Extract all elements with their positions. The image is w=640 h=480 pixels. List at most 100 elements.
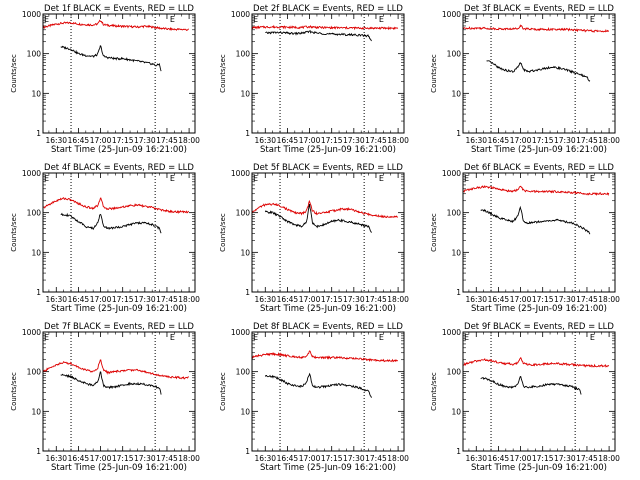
panel-title: Det 4f BLACK = Events, RED = LLD	[44, 163, 194, 173]
x-tick-label: 17:30	[343, 454, 365, 463]
end-marker-label: E	[379, 174, 384, 183]
x-tick-label: 17:15	[321, 295, 343, 304]
start-marker-label: E	[464, 15, 469, 24]
y-axis-label: Counts/sec	[219, 372, 227, 411]
y-tick-label: 10	[240, 407, 250, 416]
end-marker-label: E	[590, 333, 595, 342]
y-tick-label: 1000	[231, 169, 250, 178]
x-tick-label: 17:45	[365, 295, 387, 304]
x-axis-label: Start Time (25-Jun-09 16:21:00)	[471, 145, 607, 155]
events-series-line	[264, 203, 372, 233]
x-tick-label: 16:30	[45, 136, 67, 145]
y-tick-label: 1	[36, 447, 41, 456]
y-tick-label: 1000	[231, 10, 250, 19]
start-marker-label: E	[44, 333, 49, 342]
x-tick-label: 17:45	[156, 454, 178, 463]
x-tick-label: 16:45	[68, 454, 90, 463]
x-tick-label: 18:00	[598, 295, 620, 304]
x-tick-label: 17:15	[112, 454, 134, 463]
start-marker-label: E	[464, 174, 469, 183]
x-tick-label: 17:30	[554, 454, 576, 463]
lld-series-line	[463, 24, 610, 34]
y-tick-label: 1000	[231, 328, 250, 337]
x-tick-label: 17:45	[576, 454, 598, 463]
x-tick-label: 16:45	[488, 295, 510, 304]
x-tick-label: 18:00	[598, 136, 620, 145]
x-tick-label: 17:15	[532, 136, 554, 145]
y-axis-label: Counts/sec	[430, 372, 438, 411]
detector-panel-3: Det 3f BLACK = Events, RED = LLD 1 10 100 10…	[430, 4, 620, 155]
x-tick-label: 16:45	[68, 136, 90, 145]
x-tick-label: 17:00	[90, 295, 112, 304]
y-tick-label: 100	[236, 50, 251, 59]
y-tick-label: 10	[240, 248, 250, 257]
plot-frame	[462, 172, 616, 293]
x-axis-label: Start Time (25-Jun-09 16:21:00)	[51, 145, 187, 155]
x-tick-label: 16:45	[488, 454, 510, 463]
x-tick-label: 16:30	[254, 295, 276, 304]
x-tick-label: 18:00	[387, 136, 409, 145]
x-tick-label: 17:00	[299, 454, 321, 463]
x-tick-label: 18:00	[387, 295, 409, 304]
x-tick-label: 17:30	[134, 136, 156, 145]
lld-series-line	[251, 350, 399, 363]
y-tick-label: 1	[36, 288, 41, 297]
x-tick-label: 17:00	[510, 136, 532, 145]
plot-frame	[251, 331, 405, 452]
y-axis-label: Counts/sec	[219, 54, 227, 93]
lld-series-line	[462, 185, 610, 196]
y-tick-label: 100	[447, 209, 462, 218]
detector-panel-9: Det 9f BLACK = Events, RED = LLD 1 10 100 10…	[430, 322, 620, 473]
x-tick-label: 16:30	[45, 454, 67, 463]
x-tick-label: 17:45	[156, 295, 178, 304]
panel-title: Det 3f BLACK = Events, RED = LLD	[464, 4, 614, 14]
plot-frame	[462, 13, 616, 134]
x-tick-label: 16:30	[465, 136, 487, 145]
y-axis-label: Counts/sec	[430, 54, 438, 93]
x-axis-label: Start Time (25-Jun-09 16:21:00)	[471, 304, 607, 314]
x-tick-label: 17:15	[321, 136, 343, 145]
y-axis-label: Counts/sec	[10, 372, 18, 411]
y-tick-label: 100	[27, 368, 42, 377]
y-tick-label: 1000	[442, 10, 461, 19]
panel-title: Det 6f BLACK = Events, RED = LLD	[464, 163, 614, 173]
lld-series-line	[42, 359, 189, 380]
x-tick-label: 17:15	[321, 454, 343, 463]
y-tick-label: 1	[245, 447, 250, 456]
y-tick-label: 10	[451, 89, 461, 98]
x-tick-label: 17:00	[299, 295, 321, 304]
x-tick-label: 17:30	[554, 295, 576, 304]
start-marker-label: E	[44, 15, 49, 24]
x-tick-label: 17:45	[365, 454, 387, 463]
x-tick-label: 17:30	[134, 295, 156, 304]
events-series-line	[60, 45, 162, 72]
x-axis-label: Start Time (25-Jun-09 16:21:00)	[471, 463, 607, 473]
events-series-line	[480, 205, 591, 235]
x-axis-label: Start Time (25-Jun-09 16:21:00)	[51, 463, 187, 473]
x-tick-label: 17:15	[112, 136, 134, 145]
detector-panel-2: Det 2f BLACK = Events, RED = LLD 1 10 100 10…	[219, 4, 409, 155]
x-tick-label: 16:45	[68, 295, 90, 304]
plot-frame	[42, 13, 196, 134]
x-tick-label: 18:00	[178, 136, 200, 145]
events-series-line	[265, 29, 372, 42]
detector-panel-6: Det 6f BLACK = Events, RED = LLD 1 10 100 10…	[430, 163, 620, 314]
x-tick-label: 16:45	[488, 136, 510, 145]
end-marker-label: E	[170, 15, 175, 24]
y-tick-label: 100	[27, 50, 42, 59]
y-tick-label: 10	[31, 407, 41, 416]
y-axis-label: Counts/sec	[219, 213, 227, 252]
panel-title: Det 1f BLACK = Events, RED = LLD	[44, 4, 194, 14]
detector-panel-1: Det 1f BLACK = Events, RED = LLD 1 10 100 10…	[10, 4, 200, 155]
x-tick-label: 18:00	[387, 454, 409, 463]
panel-title: Det 7f BLACK = Events, RED = LLD	[44, 322, 194, 332]
x-tick-label: 17:45	[576, 136, 598, 145]
x-tick-label: 16:30	[254, 454, 276, 463]
events-series-line	[480, 375, 582, 395]
y-tick-label: 1	[456, 447, 461, 456]
x-tick-label: 18:00	[178, 295, 200, 304]
y-axis-label: Counts/sec	[10, 54, 18, 93]
lld-series-line	[462, 356, 610, 368]
x-tick-label: 17:00	[299, 136, 321, 145]
